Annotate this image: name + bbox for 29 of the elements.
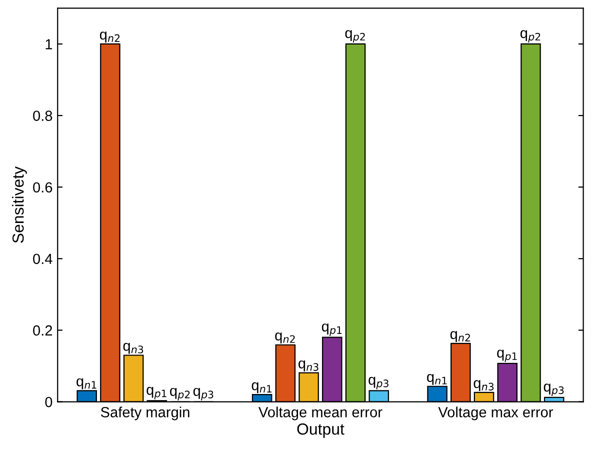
series-label: q$_{n2}$ xyxy=(275,332,295,344)
x-tick-label: Voltage max error xyxy=(438,406,554,420)
series-label: q$_{n3}$ xyxy=(123,342,144,354)
y-tick-label: 0.8 xyxy=(33,110,52,121)
text: q$_{n2}$ xyxy=(450,331,470,342)
text: q$_{p2}$ xyxy=(520,30,540,43)
text: q$_{p3}$ xyxy=(368,376,388,390)
text: q$_{n2}$ xyxy=(100,32,120,43)
text: q$_{p1}$ xyxy=(322,324,342,336)
series-label: q$_{p3}$ xyxy=(544,384,564,396)
text: q$_{p2}$ xyxy=(170,388,190,400)
y-axis-title: Sensitivety xyxy=(12,166,27,243)
text: q$_{n1}$ xyxy=(252,382,272,394)
x-tick-label: Safety margin xyxy=(100,406,190,420)
text: q$_{n3}$ xyxy=(474,380,494,392)
x-tick-label: Voltage mean error xyxy=(258,406,382,420)
text: q$_{n1}$ xyxy=(427,374,447,385)
y-tick-label: 1 xyxy=(46,39,52,50)
y-tick-label: 0 xyxy=(45,396,52,408)
y-tick-label: 0.2 xyxy=(33,325,52,336)
x-axis-title: Output xyxy=(297,423,344,438)
y-tick-label: 0.4 xyxy=(33,254,52,264)
text: q$_{p3}$ xyxy=(193,388,214,400)
y-tick-label: 0.6 xyxy=(33,182,52,193)
text: q$_{p1}$ xyxy=(497,350,517,362)
series-label: q$_{p1}$ xyxy=(146,386,166,400)
series-label: q$_{p2}$ xyxy=(345,30,365,43)
text: q$_{n3}$ xyxy=(298,360,318,372)
series-label: q$_{n1}$ xyxy=(76,378,96,390)
